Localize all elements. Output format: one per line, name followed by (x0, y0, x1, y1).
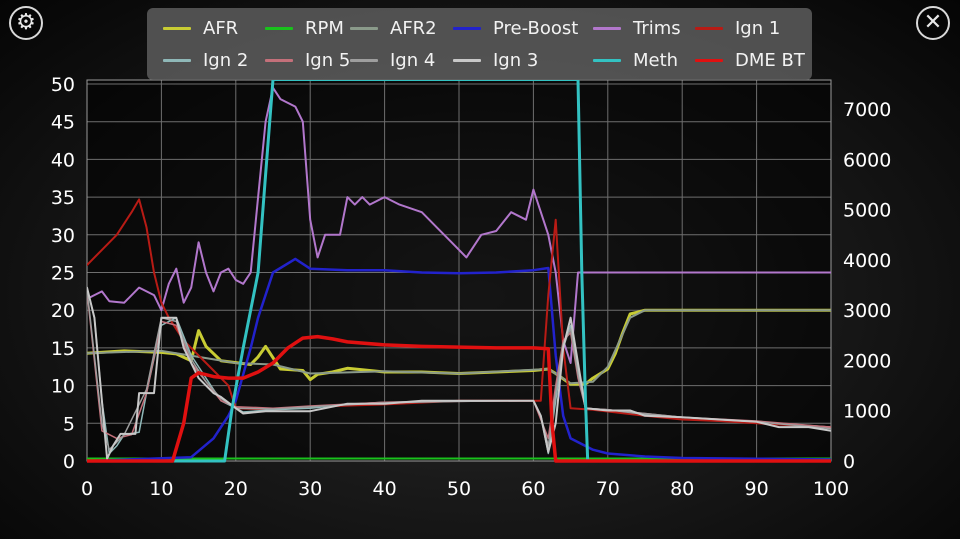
legend-label: AFR (203, 17, 239, 39)
legend-item[interactable]: Ign 2 (163, 47, 248, 73)
legend-swatch (265, 26, 293, 30)
legend-label: AFR2 (390, 17, 437, 39)
legend-swatch (453, 58, 481, 62)
x-tick-label: 50 (447, 478, 471, 500)
x-tick-label: 80 (670, 478, 694, 500)
legend-label: Ign 1 (735, 17, 781, 39)
legend-item[interactable]: Trims (593, 15, 681, 41)
x-tick-label: 60 (521, 478, 545, 500)
x-tick-label: 0 (81, 478, 93, 500)
legend-label: Meth (633, 49, 679, 71)
right-tick-label: 3000 (843, 300, 891, 322)
legend-item[interactable]: AFR2 (350, 15, 437, 41)
legend-item[interactable]: DME BT (695, 47, 805, 73)
x-tick-label: 40 (373, 478, 397, 500)
legend-label: DME BT (735, 49, 805, 71)
x-tick-label: 30 (298, 478, 322, 500)
right-tick-label: 6000 (843, 149, 891, 171)
right-tick-label: 7000 (843, 99, 891, 121)
legend-label: Pre-Boost (493, 17, 579, 39)
legend-swatch (593, 26, 621, 30)
right-tick-label: 5000 (843, 200, 891, 222)
legend-item[interactable]: Pre-Boost (453, 15, 578, 41)
legend-swatch (453, 26, 481, 30)
x-tick-label: 20 (224, 478, 248, 500)
legend-swatch (695, 26, 723, 30)
series-line-meth (87, 80, 831, 463)
legend-item[interactable]: Ign 5 (265, 47, 350, 73)
close-icon[interactable]: ✕ (916, 6, 950, 40)
legend-label: Trims (633, 17, 681, 39)
legend-item[interactable]: Ign 1 (695, 15, 780, 41)
legend-swatch (163, 26, 191, 30)
legend: AFR RPM AFR2 Pre-Boost Trims Ign 1 Ign 2 Ign 5 I… (147, 8, 812, 80)
legend-label: Ign 3 (493, 49, 539, 71)
left-tick-label: 25 (51, 263, 75, 285)
left-tick-label: 45 (51, 112, 75, 134)
left-tick-label: 50 (51, 74, 75, 96)
legend-swatch (695, 58, 723, 62)
legend-swatch (163, 58, 191, 62)
left-tick-label: 15 (51, 338, 75, 360)
legend-label: Ign 5 (305, 49, 351, 71)
right-tick-label: 1000 (843, 401, 891, 423)
x-tick-label: 90 (745, 478, 769, 500)
right-tick-label: 2000 (843, 350, 891, 372)
left-tick-label: 35 (51, 187, 75, 209)
series-line-dme-bt (87, 334, 831, 463)
left-tick-label: 20 (51, 300, 75, 322)
legend-swatch (350, 58, 378, 62)
right-tick-label: 4000 (843, 250, 891, 272)
series-line-trims (87, 86, 831, 364)
x-tick-label: 100 (813, 478, 849, 500)
legend-item[interactable]: RPM (265, 15, 344, 41)
legend-swatch (593, 58, 621, 62)
left-tick-label: 30 (51, 225, 75, 247)
series-line-ign-3 (87, 286, 831, 460)
left-tick-label: 40 (51, 149, 75, 171)
series-line-afr2 (87, 309, 831, 385)
gear-icon[interactable]: ⚙ (9, 6, 43, 40)
legend-item[interactable]: Ign 3 (453, 47, 538, 73)
legend-label: Ign 4 (390, 49, 436, 71)
legend-item[interactable]: Meth (593, 47, 678, 73)
series-line-pre-boost (87, 257, 831, 463)
left-tick-label: 0 (63, 451, 75, 473)
legend-label: RPM (305, 17, 344, 39)
left-tick-label: 5 (63, 413, 75, 435)
left-tick-label: 10 (51, 376, 75, 398)
right-tick-label: 0 (843, 451, 855, 473)
x-tick-label: 70 (596, 478, 620, 500)
legend-swatch (265, 58, 293, 62)
legend-item[interactable]: Ign 4 (350, 47, 435, 73)
legend-item[interactable]: AFR (163, 15, 238, 41)
legend-label: Ign 2 (203, 49, 249, 71)
x-tick-label: 10 (149, 478, 173, 500)
legend-swatch (350, 26, 378, 30)
